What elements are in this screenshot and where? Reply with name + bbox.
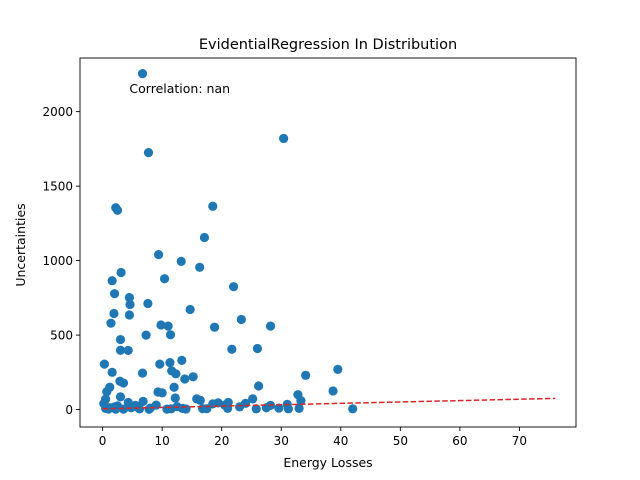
data-point (296, 396, 306, 406)
data-point (199, 232, 210, 243)
data-point (188, 372, 198, 382)
data-point (333, 364, 343, 374)
data-point (234, 402, 245, 412)
x-axis-label: Energy Losses (283, 455, 372, 470)
data-point (170, 393, 180, 403)
x-tick-label: 70 (512, 434, 527, 448)
data-point (156, 320, 166, 330)
data-point (115, 392, 126, 402)
data-point (118, 378, 129, 388)
data-point (301, 370, 311, 380)
data-point (155, 359, 165, 369)
y-axis-ticks: 0 500 1000 1500 2000 (42, 105, 80, 417)
data-point (180, 374, 190, 384)
data-point (154, 250, 164, 260)
data-point (208, 201, 218, 211)
data-point (283, 404, 293, 414)
data-point (195, 262, 205, 272)
data-point (137, 69, 148, 79)
data-point (294, 403, 304, 413)
y-tick-label: 2000 (42, 105, 73, 119)
x-axis-ticks: 0 10 20 30 40 50 60 70 (99, 427, 527, 448)
trend-line (102, 397, 556, 410)
y-axis-label: Uncertainties (13, 203, 28, 286)
y-tick-label: 1500 (42, 180, 73, 194)
data-point (192, 394, 202, 404)
data-point (248, 394, 258, 404)
x-tick-label: 40 (333, 434, 348, 448)
data-point (99, 359, 110, 369)
data-point (169, 382, 179, 392)
data-point (109, 308, 119, 319)
x-tick-label: 20 (214, 434, 229, 448)
data-point (220, 400, 230, 410)
x-tick-label: 10 (155, 434, 170, 448)
data-point (328, 386, 338, 396)
data-point (106, 318, 116, 328)
data-point (209, 322, 220, 332)
x-tick-label: 0 (99, 434, 107, 448)
data-point (143, 148, 154, 158)
data-point (274, 403, 284, 413)
data-point (115, 334, 126, 345)
data-point (185, 304, 195, 315)
y-tick-label: 0 (65, 403, 73, 417)
data-point (265, 321, 276, 331)
data-point (252, 343, 263, 354)
data-point (176, 256, 186, 266)
data-point (141, 330, 151, 340)
x-tick-label: 60 (452, 434, 467, 448)
data-point (123, 345, 133, 356)
correlation-annotation: Correlation: nan (129, 81, 230, 96)
x-tick-label: 30 (274, 434, 289, 448)
data-point (157, 388, 167, 398)
data-point (236, 314, 246, 325)
data-point (251, 404, 261, 414)
data-point (109, 289, 120, 299)
data-point (208, 399, 218, 409)
data-point (143, 298, 153, 309)
y-tick-label: 1000 (42, 254, 73, 268)
axes-frame (79, 57, 577, 428)
data-point (165, 358, 175, 368)
data-point (254, 381, 264, 391)
data-point (279, 133, 289, 144)
data-point (137, 368, 148, 378)
data-point (107, 367, 117, 377)
x-tick-label: 50 (393, 434, 408, 448)
data-point (162, 404, 172, 414)
data-point (165, 330, 176, 340)
data-point (134, 404, 145, 414)
chart-title: EvidentialRegression In Distribution (199, 37, 457, 53)
data-point (163, 321, 173, 331)
data-point (227, 344, 237, 354)
data-point (181, 404, 191, 414)
data-point (112, 205, 123, 215)
data-point (103, 404, 114, 414)
data-point (124, 292, 135, 303)
plot-area: Correlation: nan (79, 57, 577, 428)
y-tick-label: 500 (50, 329, 73, 343)
data-point (348, 404, 358, 414)
data-point (124, 310, 135, 320)
data-point (177, 355, 187, 366)
data-point (125, 299, 135, 310)
data-point (229, 282, 239, 292)
data-point (171, 369, 181, 379)
data-point (102, 387, 112, 397)
data-point (115, 345, 126, 355)
data-point (159, 274, 170, 284)
data-point (138, 396, 148, 406)
data-point (107, 276, 117, 286)
data-point (116, 267, 126, 278)
